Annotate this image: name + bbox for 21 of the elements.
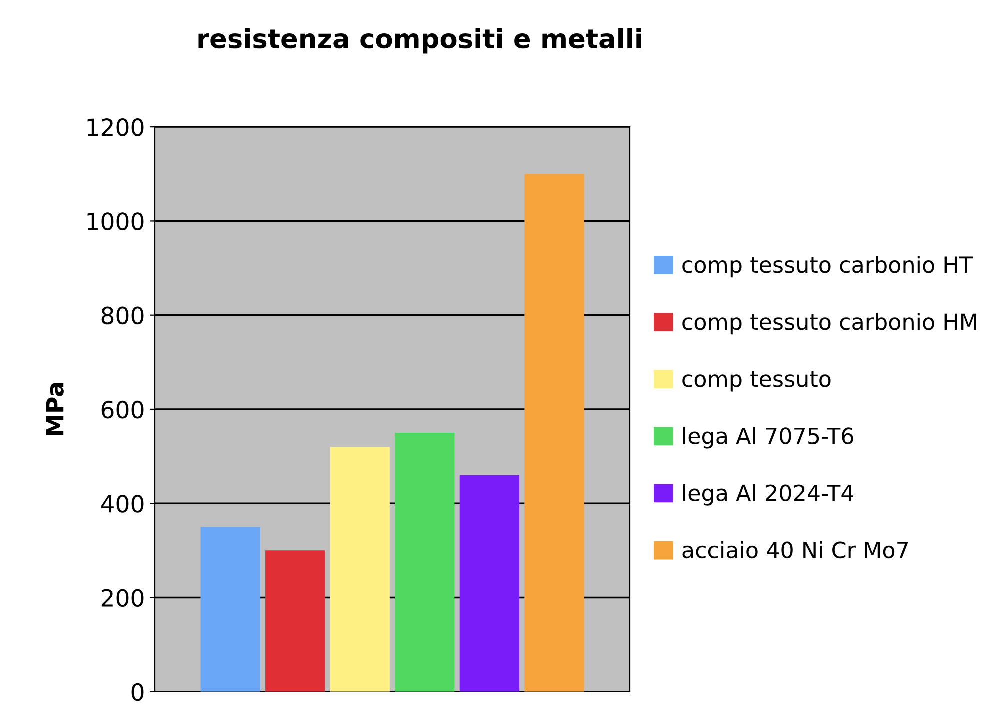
- y-tick-label: 0: [132, 683, 144, 702]
- y-tick-label: 600: [102, 400, 144, 419]
- y-tick-label: 1200: [88, 118, 144, 136]
- bar: [330, 447, 390, 692]
- y-tick-label: 400: [101, 495, 144, 513]
- y-tick-label: 800: [102, 306, 144, 325]
- legend-label: lega Al 7075-T6: [684, 427, 854, 449]
- legend-label: lega Al 2024-T4: [684, 484, 854, 506]
- legend-label: comp tessuto: [682, 371, 831, 392]
- y-tick-label: 1000: [88, 212, 144, 231]
- bar: [460, 475, 520, 692]
- legend-label: comp tessuto carbonio HM: [682, 313, 976, 335]
- bar: [395, 433, 455, 692]
- legend-label: comp tessuto carbonio HT: [682, 256, 973, 278]
- legend-label: acciaio 40 Ni Cr Mo7: [682, 541, 908, 559]
- bar: [524, 174, 584, 692]
- y-tick-label: 200: [102, 589, 144, 608]
- bar: [266, 550, 326, 692]
- y-axis-title: MPa: [46, 383, 64, 436]
- chart-title: resistenza compositi e metalli: [198, 28, 642, 54]
- bar: [200, 527, 260, 692]
